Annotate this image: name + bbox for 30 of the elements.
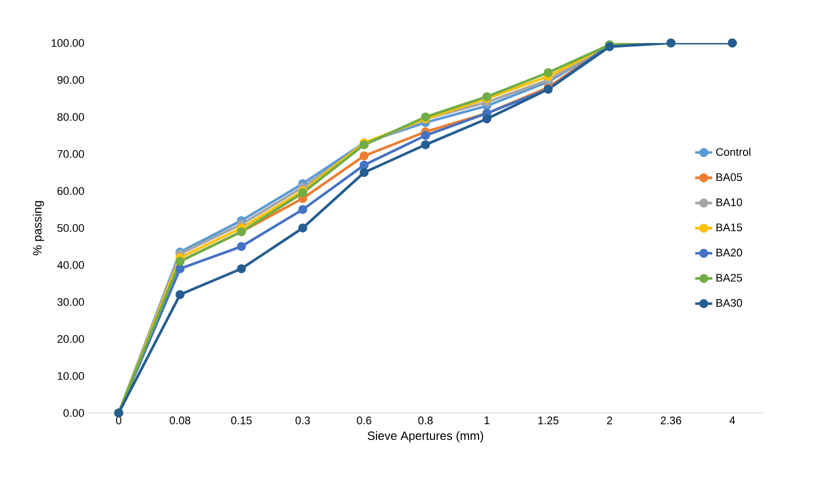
y-tick-label: 0.00 xyxy=(63,409,84,417)
y-tick-label: 100.00 xyxy=(52,39,84,47)
x-axis-title: Sieve Apertures (mm) xyxy=(368,431,484,442)
legend-label: BA05 xyxy=(716,173,742,182)
legend-label: BA20 xyxy=(716,248,742,256)
y-axis-title: % passing xyxy=(32,201,44,256)
y-tick-label: 20.00 xyxy=(58,335,84,343)
x-tick-label: 0.15 xyxy=(231,416,252,424)
y-tick-label: 90.00 xyxy=(57,76,84,84)
legend-label: BA10 xyxy=(716,198,742,206)
x-tick-label: 0.3 xyxy=(296,416,310,424)
y-tick-label: 60.00 xyxy=(58,187,84,195)
x-tick-label: 4 xyxy=(730,416,736,424)
legend-label: BA30 xyxy=(716,299,742,307)
y-tick-label: 10.00 xyxy=(58,372,84,380)
x-tick-label: 2 xyxy=(607,416,612,424)
y-tick-label: 30.00 xyxy=(57,298,84,306)
legend-label: BA15 xyxy=(716,224,742,232)
x-tick-label: 1.25 xyxy=(538,416,558,424)
x-tick-label: 0.08 xyxy=(170,416,190,424)
x-tick-label: 0.8 xyxy=(418,416,433,424)
x-tick-label: 2.36 xyxy=(660,416,682,424)
legend-label: BA25 xyxy=(716,274,742,282)
y-tick-label: 80.00 xyxy=(57,113,84,121)
y-tick-label: 70.00 xyxy=(58,150,84,158)
legend-label: Control xyxy=(716,148,750,156)
y-tick-label: 50.00 xyxy=(57,224,84,232)
x-tick-label: 1 xyxy=(484,416,490,424)
x-tick-label: 0.6 xyxy=(356,416,372,424)
y-tick-label: 40.00 xyxy=(57,261,84,269)
